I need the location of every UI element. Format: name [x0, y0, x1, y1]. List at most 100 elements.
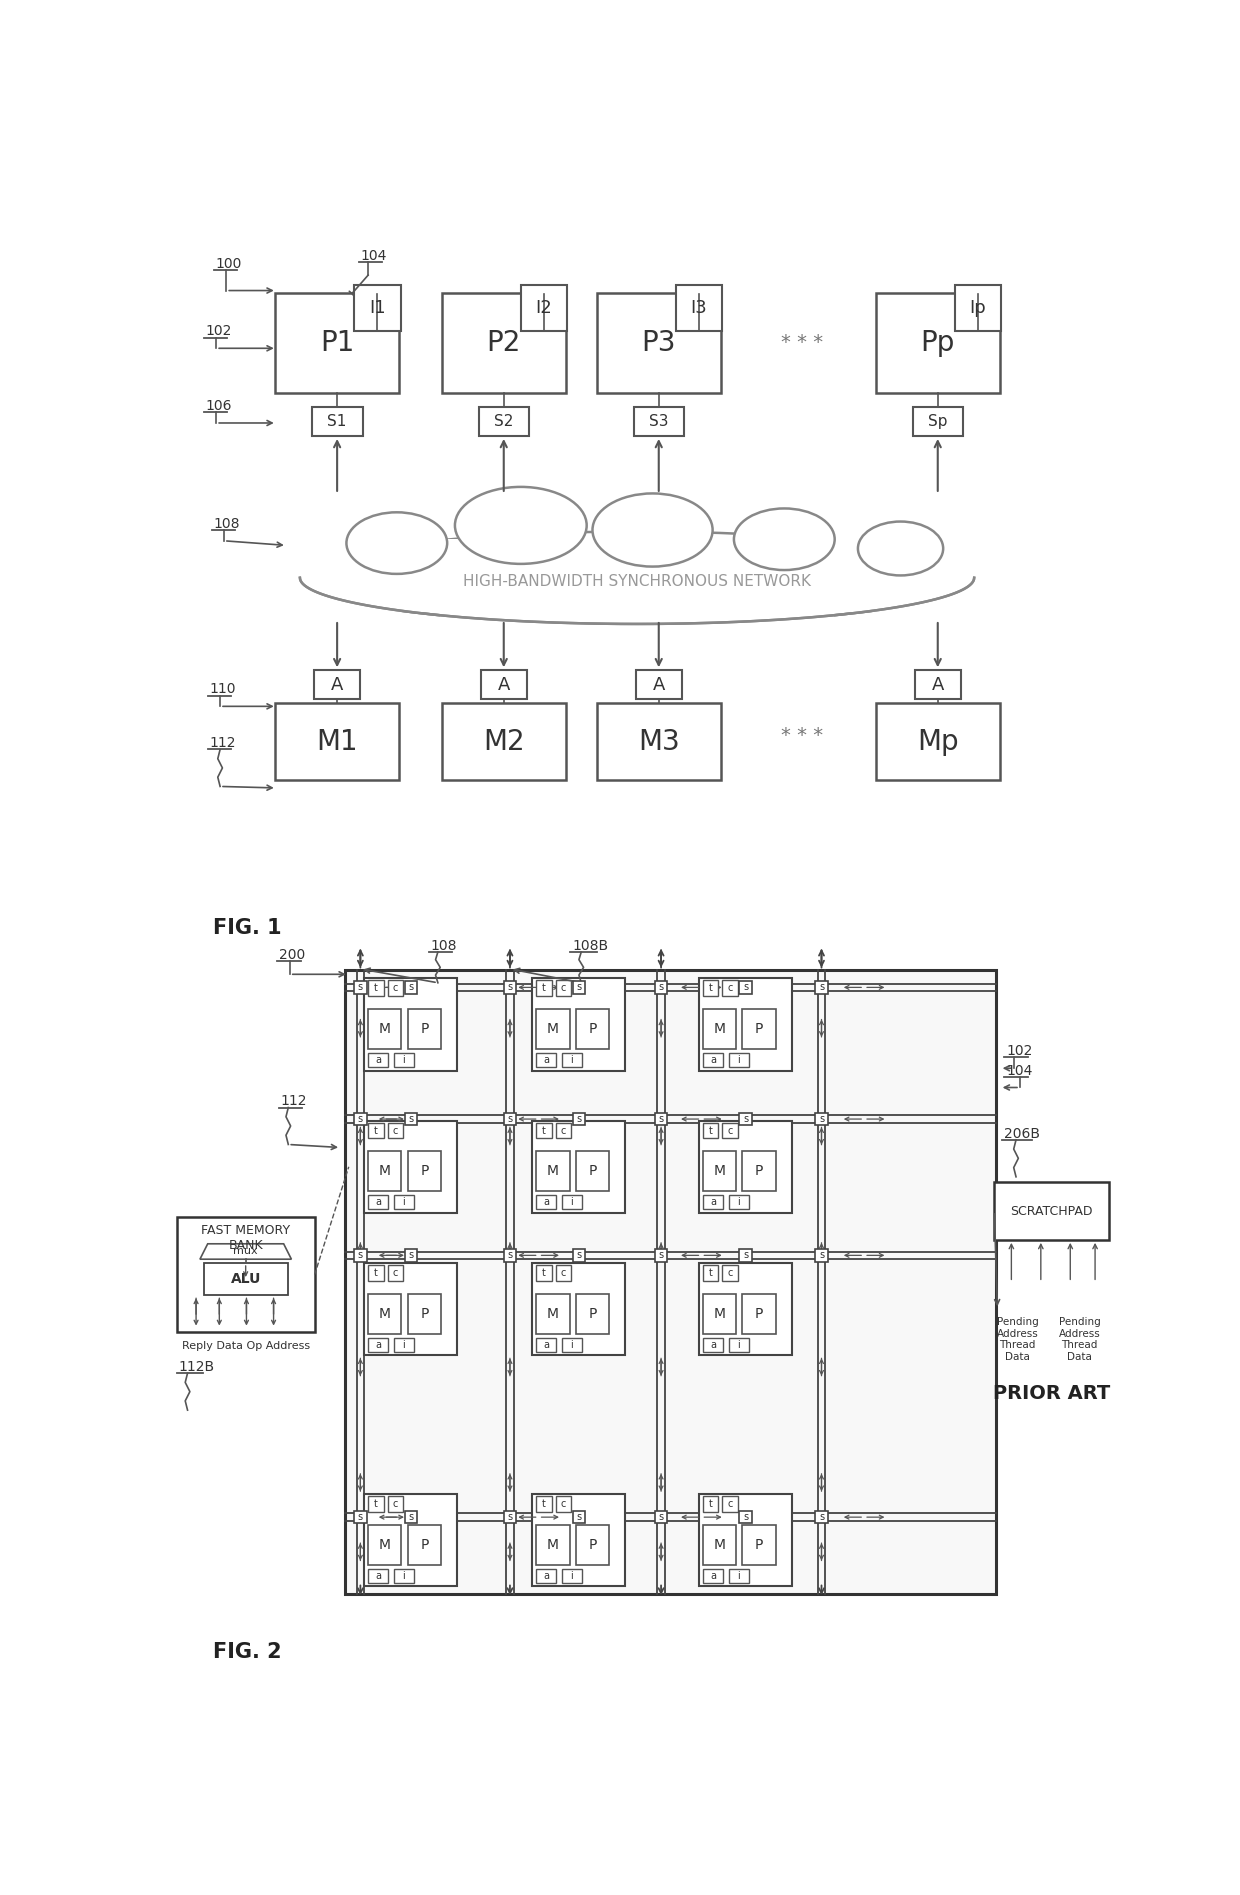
Bar: [955, 284, 1002, 332]
Text: s: s: [507, 1512, 512, 1522]
Text: 112: 112: [210, 737, 236, 750]
Text: s: s: [658, 1512, 663, 1522]
Bar: [404, 1249, 417, 1262]
Bar: [365, 978, 458, 1071]
Text: s: s: [408, 1251, 413, 1260]
Bar: [699, 1264, 792, 1355]
Text: i: i: [738, 1056, 740, 1065]
Bar: [655, 1249, 667, 1262]
Bar: [394, 1338, 414, 1351]
Text: s: s: [577, 1251, 582, 1260]
Bar: [368, 1124, 383, 1139]
Bar: [387, 980, 403, 997]
Bar: [699, 1120, 792, 1213]
Text: 108B: 108B: [572, 938, 608, 953]
Text: c: c: [393, 984, 398, 993]
Text: t: t: [709, 1499, 713, 1508]
Bar: [729, 1338, 749, 1351]
Bar: [703, 1497, 718, 1512]
Bar: [394, 1196, 414, 1209]
Bar: [479, 407, 529, 436]
Text: i: i: [403, 1198, 405, 1207]
Text: M: M: [547, 1021, 559, 1037]
Bar: [699, 978, 792, 1071]
Bar: [275, 703, 399, 781]
Ellipse shape: [734, 508, 835, 570]
Text: 112: 112: [280, 1093, 308, 1109]
Bar: [575, 1152, 609, 1192]
Bar: [368, 1338, 388, 1351]
Text: t: t: [542, 1268, 546, 1277]
Bar: [481, 671, 527, 699]
Text: c: c: [393, 1126, 398, 1135]
Bar: [312, 407, 363, 436]
Bar: [743, 1525, 776, 1565]
Text: 108: 108: [213, 517, 239, 531]
Text: 110: 110: [210, 682, 236, 695]
Text: P: P: [588, 1021, 596, 1037]
Bar: [722, 1497, 738, 1512]
Text: FIG. 1: FIG. 1: [213, 917, 281, 938]
Bar: [536, 1152, 569, 1192]
Text: P: P: [420, 1308, 429, 1321]
Text: a: a: [376, 1571, 381, 1580]
Text: s: s: [658, 1251, 663, 1260]
Text: P: P: [755, 1539, 764, 1552]
Bar: [203, 1264, 288, 1296]
Text: s: s: [358, 1114, 363, 1124]
Bar: [556, 1124, 572, 1139]
Bar: [176, 1217, 315, 1332]
Bar: [532, 1120, 625, 1213]
Bar: [355, 1112, 367, 1126]
Bar: [532, 1264, 625, 1355]
Text: c: c: [728, 984, 733, 993]
Text: P: P: [420, 1539, 429, 1552]
Text: M: M: [713, 1308, 725, 1321]
Ellipse shape: [346, 512, 448, 574]
Text: i: i: [570, 1056, 573, 1065]
Bar: [562, 1196, 582, 1209]
Bar: [556, 1266, 572, 1281]
Text: P: P: [755, 1164, 764, 1179]
Bar: [703, 1266, 718, 1281]
Bar: [556, 1497, 572, 1512]
Text: S3: S3: [649, 413, 668, 428]
Text: a: a: [543, 1340, 549, 1349]
Text: t: t: [374, 1268, 378, 1277]
Text: t: t: [542, 1126, 546, 1135]
Text: M: M: [547, 1308, 559, 1321]
Text: P2: P2: [486, 330, 521, 356]
Polygon shape: [200, 1243, 291, 1258]
Text: a: a: [711, 1340, 715, 1349]
Text: 104: 104: [1006, 1063, 1033, 1078]
Bar: [816, 1249, 828, 1262]
Bar: [703, 1294, 737, 1334]
Bar: [573, 1510, 585, 1524]
Bar: [556, 980, 572, 997]
Text: P1: P1: [320, 330, 355, 356]
Text: s: s: [577, 982, 582, 993]
Text: S2: S2: [494, 413, 513, 428]
Bar: [314, 671, 361, 699]
Bar: [365, 1120, 458, 1213]
Text: s: s: [743, 1251, 748, 1260]
Text: i: i: [738, 1571, 740, 1580]
Bar: [503, 982, 516, 993]
Bar: [573, 1249, 585, 1262]
Text: M: M: [713, 1539, 725, 1552]
Bar: [296, 540, 978, 612]
Bar: [368, 1008, 402, 1050]
Text: a: a: [711, 1571, 715, 1580]
Text: * * *: * * *: [781, 726, 823, 745]
Text: P: P: [588, 1164, 596, 1179]
Bar: [536, 1266, 552, 1281]
Text: s: s: [408, 1114, 413, 1124]
Text: s: s: [818, 1114, 825, 1124]
Text: s: s: [577, 1114, 582, 1124]
Text: i: i: [403, 1340, 405, 1349]
Text: t: t: [542, 984, 546, 993]
Bar: [729, 1054, 749, 1067]
Text: i: i: [738, 1340, 740, 1349]
Bar: [994, 1182, 1109, 1239]
Bar: [503, 1249, 516, 1262]
